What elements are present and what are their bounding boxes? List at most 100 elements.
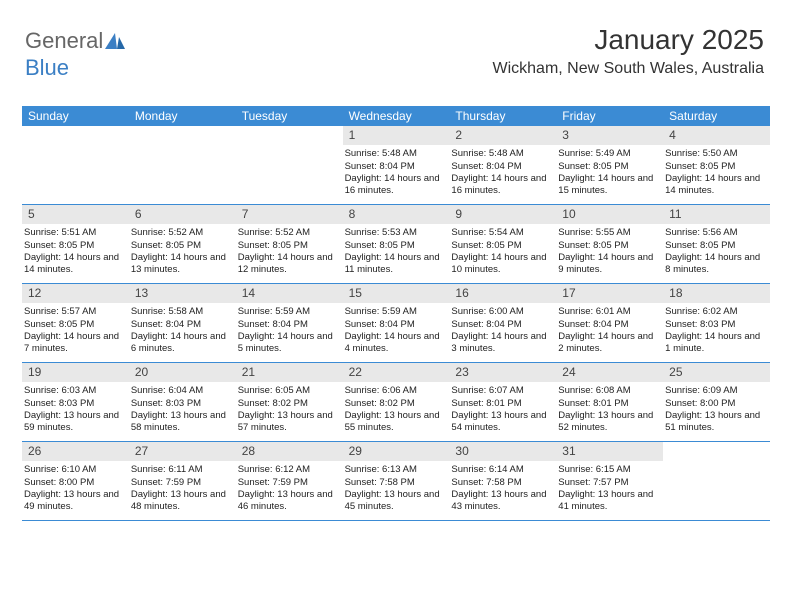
day-header: Thursday [449, 106, 556, 126]
calendar-cell: 25 Sunrise: 6:09 AMSunset: 8:00 PMDayligh… [663, 363, 770, 441]
calendar-week: 12 Sunrise: 5:57 AMSunset: 8:05 PMDayligh… [22, 284, 770, 363]
day-details: Sunrise: 6:05 AMSunset: 8:02 PMDaylight:… [236, 385, 343, 434]
calendar-week: 1 Sunrise: 5:48 AMSunset: 8:04 PMDaylight… [22, 126, 770, 205]
day-number: 14 [236, 284, 343, 303]
day-details: Sunrise: 5:54 AMSunset: 8:05 PMDaylight:… [449, 227, 556, 276]
calendar-cell: 27 Sunrise: 6:11 AMSunset: 7:59 PMDayligh… [129, 442, 236, 520]
calendar-cell: 22Sunrise: 6:06 AMSunset: 8:02 PMDayligh… [343, 363, 450, 441]
calendar-cell: 7 Sunrise: 5:52 AMSunset: 8:05 PMDaylight… [236, 205, 343, 283]
calendar-cell: 21Sunrise: 6:05 AMSunset: 8:02 PMDayligh… [236, 363, 343, 441]
day-number: 20 [129, 363, 236, 382]
calendar-week: 26 Sunrise: 6:10 AMSunset: 8:00 PMDayligh… [22, 442, 770, 521]
calendar-cell: 17 Sunrise: 6:01 AMSunset: 8:04 PMDayligh… [556, 284, 663, 362]
day-number: 24 [556, 363, 663, 382]
day-details: Sunrise: 6:13 AMSunset: 7:58 PMDaylight:… [343, 464, 450, 513]
day-details: Sunrise: 5:58 AMSunset: 8:04 PMDaylight:… [129, 306, 236, 355]
day-details: Sunrise: 6:06 AMSunset: 8:02 PMDaylight:… [343, 385, 450, 434]
day-details: Sunrise: 5:50 AMSunset: 8:05 PMDaylight:… [663, 148, 770, 197]
day-details: Sunrise: 5:48 AMSunset: 8:04 PMDaylight:… [449, 148, 556, 197]
calendar-cell: 15 Sunrise: 5:59 AMSunset: 8:04 PMDayligh… [343, 284, 450, 362]
calendar-cell: 30Sunrise: 6:14 AMSunset: 7:58 PMDayligh… [449, 442, 556, 520]
logo: General Blue [25, 28, 127, 81]
day-details: Sunrise: 6:09 AMSunset: 8:00 PMDaylight:… [663, 385, 770, 434]
day-number: 10 [556, 205, 663, 224]
calendar-cell: 5 Sunrise: 5:51 AMSunset: 8:05 PMDaylight… [22, 205, 129, 283]
calendar-cell: 18 Sunrise: 6:02 AMSunset: 8:03 PMDayligh… [663, 284, 770, 362]
calendar-cell: 2 Sunrise: 5:48 AMSunset: 8:04 PMDaylight… [449, 126, 556, 204]
day-number: 1 [343, 126, 450, 145]
calendar-cell: 29 Sunrise: 6:13 AMSunset: 7:58 PMDayligh… [343, 442, 450, 520]
day-number: 31 [556, 442, 663, 461]
day-number: 12 [22, 284, 129, 303]
day-number: 5 [22, 205, 129, 224]
day-number: 16 [449, 284, 556, 303]
day-number: 27 [129, 442, 236, 461]
logo-text-blue: Blue [25, 55, 69, 80]
calendar-cell [663, 442, 770, 520]
calendar-header-row: Sunday Monday Tuesday Wednesday Thursday… [22, 106, 770, 126]
page-location: Wickham, New South Wales, Australia [493, 60, 765, 78]
day-details: Sunrise: 6:02 AMSunset: 8:03 PMDaylight:… [663, 306, 770, 355]
calendar-week: 5 Sunrise: 5:51 AMSunset: 8:05 PMDaylight… [22, 205, 770, 284]
day-details: Sunrise: 6:03 AMSunset: 8:03 PMDaylight:… [22, 385, 129, 434]
day-number: 3 [556, 126, 663, 145]
day-details: Sunrise: 6:12 AMSunset: 7:59 PMDaylight:… [236, 464, 343, 513]
calendar-cell: 16Sunrise: 6:00 AMSunset: 8:04 PMDayligh… [449, 284, 556, 362]
day-details: Sunrise: 5:48 AMSunset: 8:04 PMDaylight:… [343, 148, 450, 197]
day-number: 25 [663, 363, 770, 382]
calendar-cell: 13 Sunrise: 5:58 AMSunset: 8:04 PMDayligh… [129, 284, 236, 362]
day-header: Sunday [22, 106, 129, 126]
day-details: Sunrise: 5:52 AMSunset: 8:05 PMDaylight:… [236, 227, 343, 276]
day-details: Sunrise: 6:15 AMSunset: 7:57 PMDaylight:… [556, 464, 663, 513]
day-number: 8 [343, 205, 450, 224]
day-header: Saturday [663, 106, 770, 126]
page-title: January 2025 [493, 24, 765, 56]
day-number: 7 [236, 205, 343, 224]
calendar: Sunday Monday Tuesday Wednesday Thursday… [22, 106, 770, 521]
day-number: 28 [236, 442, 343, 461]
calendar-cell: 3Sunrise: 5:49 AMSunset: 8:05 PMDaylight… [556, 126, 663, 204]
calendar-cell: 14Sunrise: 5:59 AMSunset: 8:04 PMDayligh… [236, 284, 343, 362]
calendar-cell: 19 Sunrise: 6:03 AMSunset: 8:03 PMDayligh… [22, 363, 129, 441]
day-number: 11 [663, 205, 770, 224]
day-number: 18 [663, 284, 770, 303]
day-details: Sunrise: 6:10 AMSunset: 8:00 PMDaylight:… [22, 464, 129, 513]
day-number: 15 [343, 284, 450, 303]
day-header: Friday [556, 106, 663, 126]
calendar-cell: 10 Sunrise: 5:55 AMSunset: 8:05 PMDayligh… [556, 205, 663, 283]
calendar-week: 19 Sunrise: 6:03 AMSunset: 8:03 PMDayligh… [22, 363, 770, 442]
day-header: Tuesday [236, 106, 343, 126]
day-details: Sunrise: 5:53 AMSunset: 8:05 PMDaylight:… [343, 227, 450, 276]
calendar-cell: 8 Sunrise: 5:53 AMSunset: 8:05 PMDaylight… [343, 205, 450, 283]
calendar-cell: 11Sunrise: 5:56 AMSunset: 8:05 PMDayligh… [663, 205, 770, 283]
day-number: 2 [449, 126, 556, 145]
day-number: 9 [449, 205, 556, 224]
page-header: January 2025 Wickham, New South Wales, A… [493, 24, 765, 78]
day-details: Sunrise: 5:59 AMSunset: 8:04 PMDaylight:… [343, 306, 450, 355]
calendar-cell: 23Sunrise: 6:07 AMSunset: 8:01 PMDayligh… [449, 363, 556, 441]
day-details: Sunrise: 5:51 AMSunset: 8:05 PMDaylight:… [22, 227, 129, 276]
calendar-cell: 31 Sunrise: 6:15 AMSunset: 7:57 PMDayligh… [556, 442, 663, 520]
logo-icon [105, 29, 125, 55]
day-number: 29 [343, 442, 450, 461]
day-details: Sunrise: 6:01 AMSunset: 8:04 PMDaylight:… [556, 306, 663, 355]
calendar-cell: 24 Sunrise: 6:08 AMSunset: 8:01 PMDayligh… [556, 363, 663, 441]
day-details: Sunrise: 5:57 AMSunset: 8:05 PMDaylight:… [22, 306, 129, 355]
calendar-cell: 9 Sunrise: 5:54 AMSunset: 8:05 PMDaylight… [449, 205, 556, 283]
day-number: 23 [449, 363, 556, 382]
day-number: 13 [129, 284, 236, 303]
calendar-cell: 28 Sunrise: 6:12 AMSunset: 7:59 PMDayligh… [236, 442, 343, 520]
day-number: 26 [22, 442, 129, 461]
day-number: 17 [556, 284, 663, 303]
day-header: Wednesday [343, 106, 450, 126]
calendar-cell [236, 126, 343, 204]
day-number: 19 [22, 363, 129, 382]
calendar-cell: 26 Sunrise: 6:10 AMSunset: 8:00 PMDayligh… [22, 442, 129, 520]
calendar-cell: 1 Sunrise: 5:48 AMSunset: 8:04 PMDaylight… [343, 126, 450, 204]
day-details: Sunrise: 5:55 AMSunset: 8:05 PMDaylight:… [556, 227, 663, 276]
day-number: 6 [129, 205, 236, 224]
day-details: Sunrise: 5:52 AMSunset: 8:05 PMDaylight:… [129, 227, 236, 276]
day-details: Sunrise: 6:08 AMSunset: 8:01 PMDaylight:… [556, 385, 663, 434]
day-details: Sunrise: 6:11 AMSunset: 7:59 PMDaylight:… [129, 464, 236, 513]
calendar-cell [22, 126, 129, 204]
